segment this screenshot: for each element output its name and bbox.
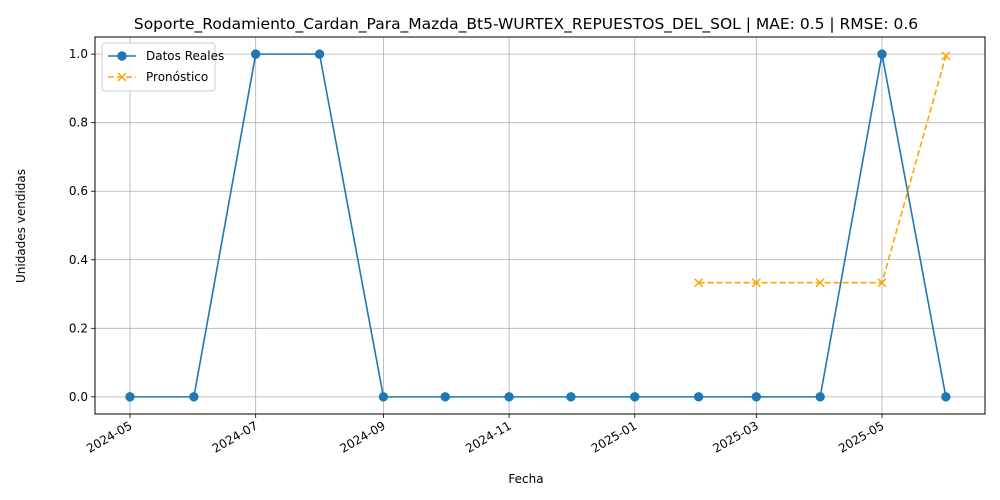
data-point [566,392,576,402]
y-axis-label: Unidades vendidas [14,169,28,283]
data-point [877,278,887,288]
data-point [815,392,825,402]
legend-box [101,42,216,92]
y-tick-label: 0.4 [69,253,88,267]
data-point [751,278,761,288]
data-point [125,392,135,402]
data-point [630,392,640,402]
plot-frame [94,36,986,415]
data-point [815,278,825,288]
data-point [941,51,951,61]
y-tick-label: 1.0 [69,47,88,61]
y-axis: 0.0 0.2 0.4 0.6 0.8 1.0 [69,47,95,404]
data-point [694,278,704,288]
series-datos-reales [125,49,951,402]
series-pronostico [694,51,951,288]
data-point [314,49,325,59]
legend-label: Pronóstico [146,70,208,84]
data-point [378,392,389,402]
data-point [877,49,887,59]
chart-title: Soporte_Rodamiento_Cardan_Para_Mazda_Bt5… [134,15,918,34]
y-tick-label: 0.8 [69,116,88,130]
legend: Datos Reales Pronóstico [101,42,224,92]
y-tick-label: 0.0 [69,390,88,404]
y-tick-label: 0.6 [69,184,88,198]
y-tick-label: 0.2 [69,321,88,335]
data-point [189,392,199,402]
series-line [130,53,947,398]
series-layer [125,49,951,402]
data-point [250,49,261,59]
legend-label: Datos Reales [146,49,224,63]
data-point [693,392,704,402]
grid-lines [95,37,985,414]
x-axis-label: Fecha [508,472,543,486]
legend-marker [117,51,127,61]
data-point [751,392,762,402]
legend-marker [117,72,127,82]
data-point [440,392,450,402]
data-point [941,392,951,402]
data-point [504,392,514,402]
